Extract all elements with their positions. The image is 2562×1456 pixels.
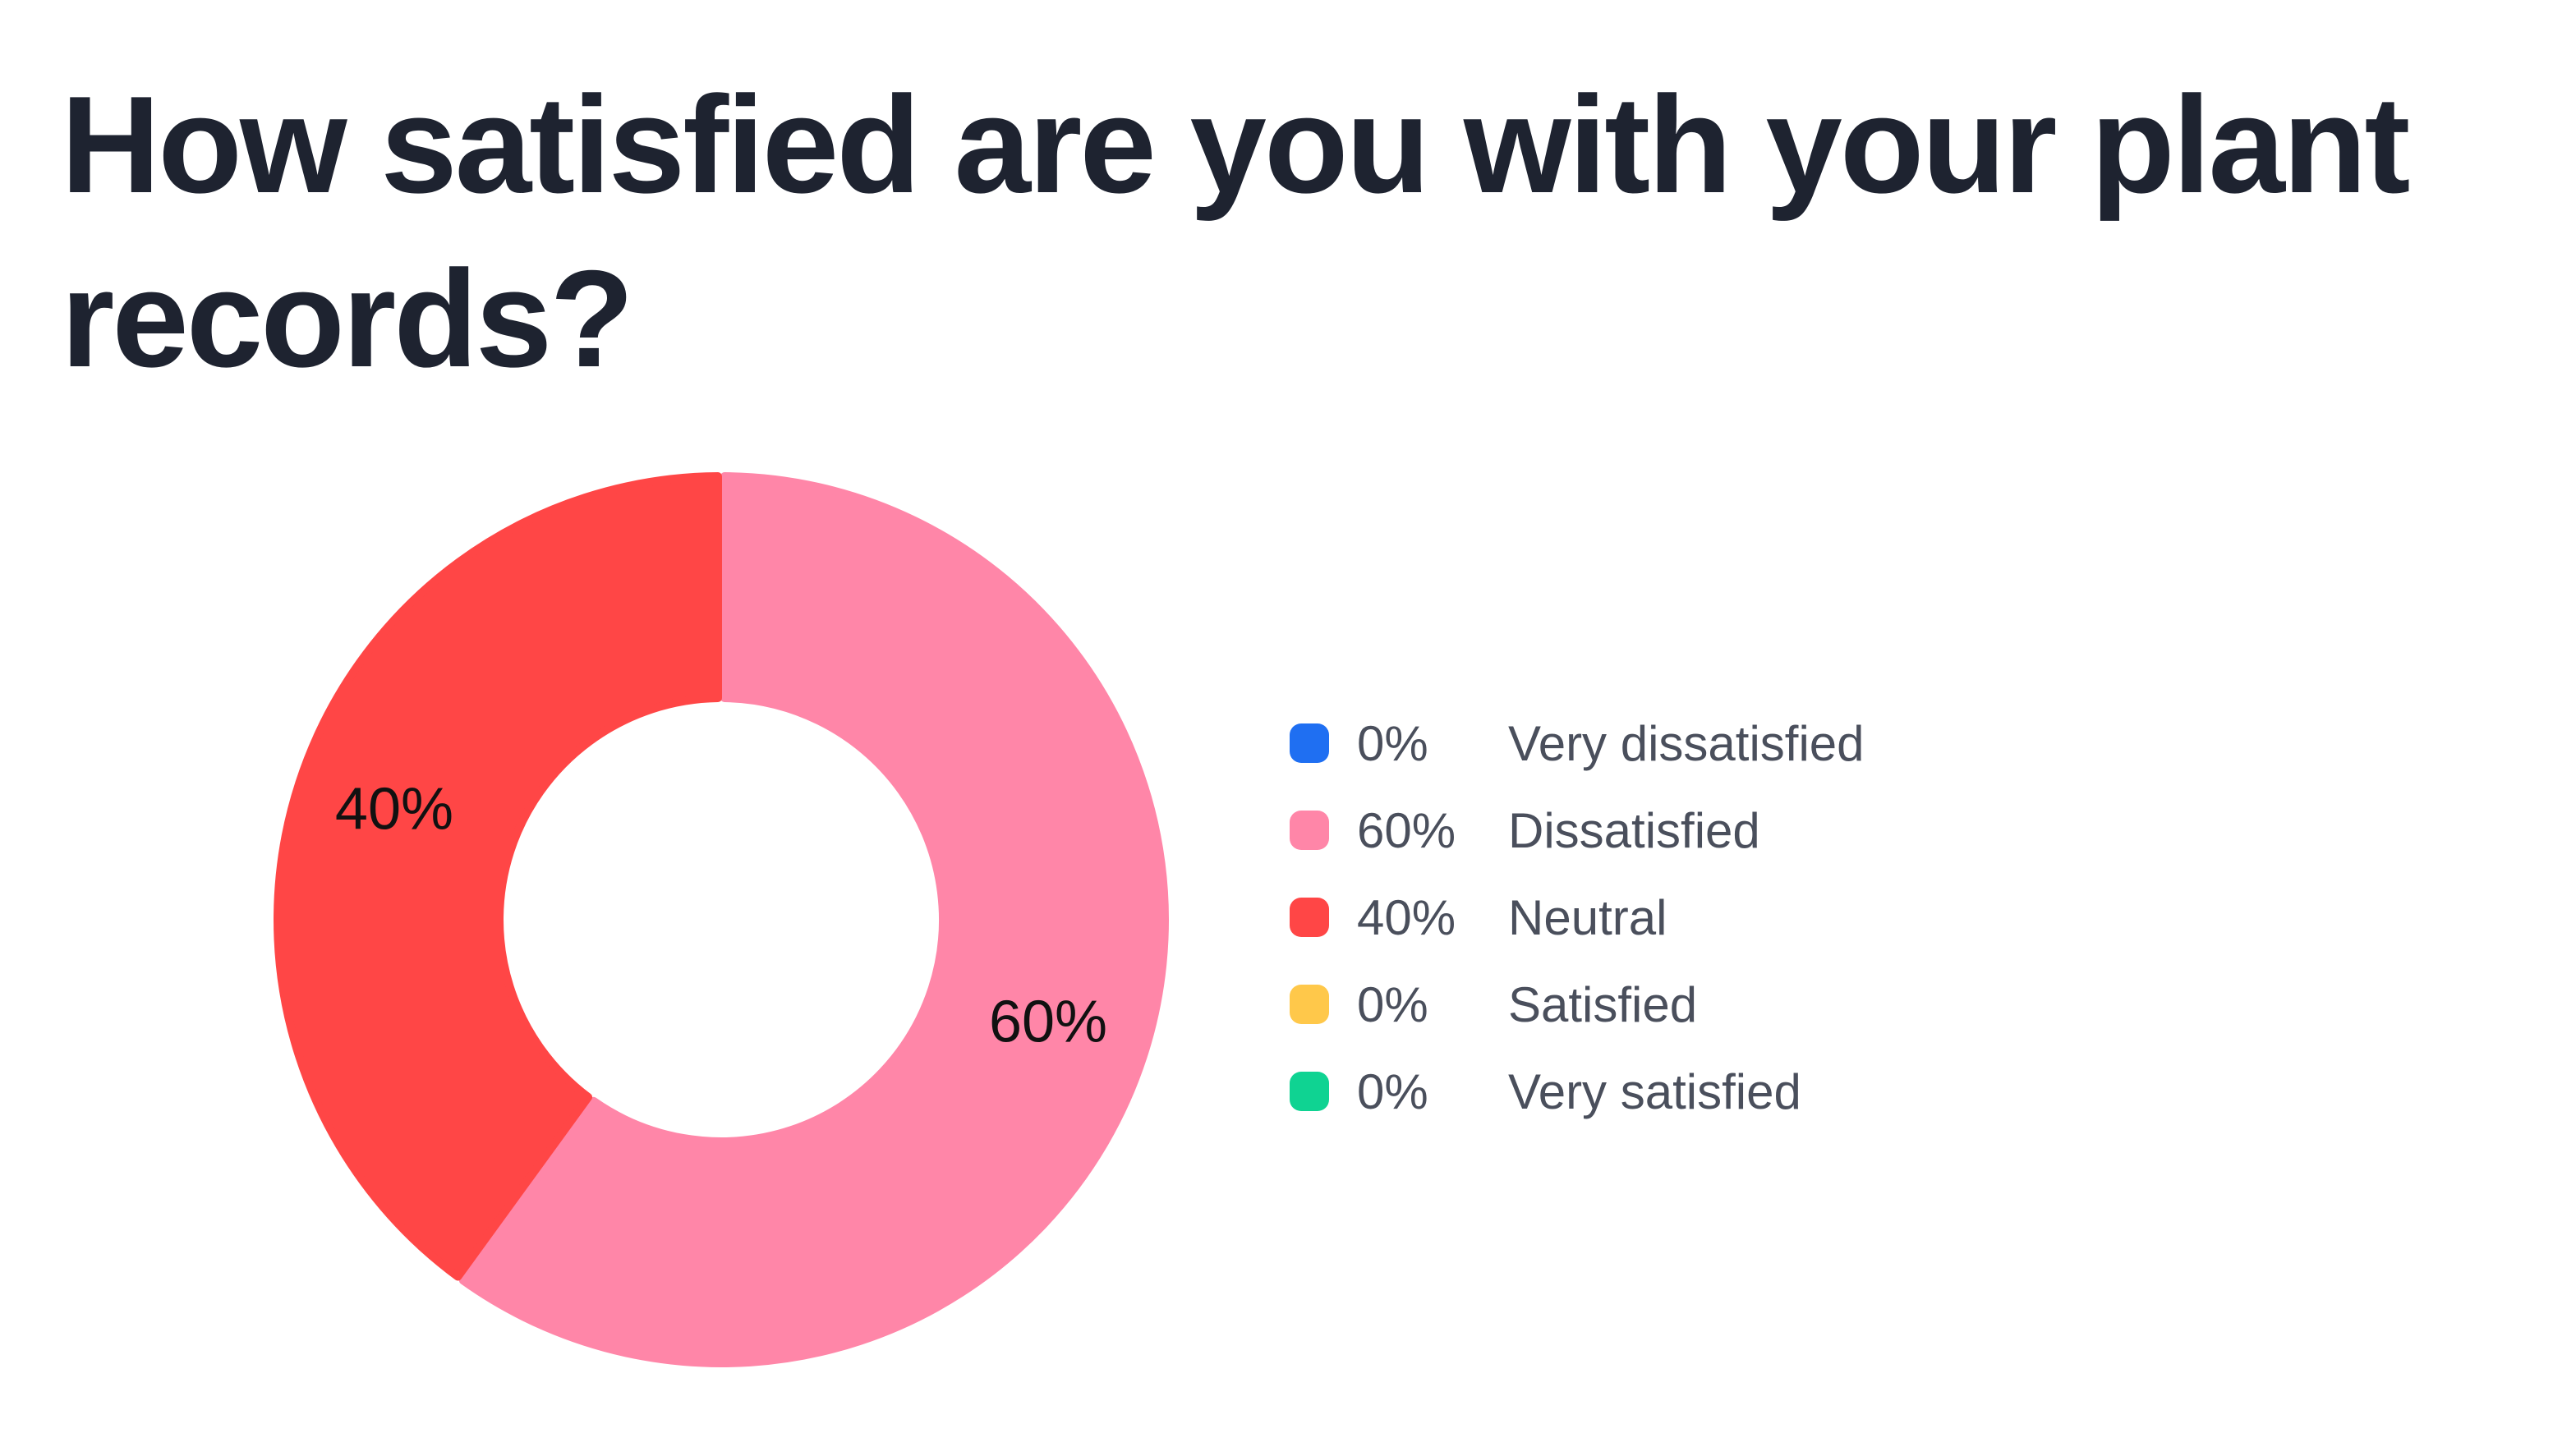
legend-label: Very satisfied: [1508, 1063, 1801, 1119]
slice-label-dissatisfied: 60%: [989, 989, 1107, 1054]
legend-label: Dissatisfied: [1508, 802, 1760, 858]
legend-label: Satisfied: [1508, 976, 1698, 1032]
legend-item: 0% Satisfied: [1290, 961, 1865, 1048]
donut-labels: 60% 40%: [335, 777, 1107, 1055]
legend-value: 60%: [1357, 802, 1456, 858]
legend-swatch: [1290, 811, 1329, 850]
legend-swatch: [1290, 1072, 1329, 1111]
slice-label-neutral: 40%: [335, 777, 453, 843]
legend-value: 0%: [1357, 976, 1428, 1032]
legend-value: 0%: [1357, 1063, 1428, 1119]
legend-item: 40% Neutral: [1290, 874, 1865, 961]
legend-item: 60% Dissatisfied: [1290, 787, 1865, 874]
legend-swatch: [1290, 985, 1329, 1024]
donut-slices: [274, 472, 1169, 1367]
legend-swatch: [1290, 898, 1329, 937]
chart-legend: 0% Very dissatisfied 60% Dissatisfied 40% Neu…: [1290, 700, 1865, 1135]
legend-label: Neutral: [1508, 889, 1667, 945]
legend-value: 40%: [1357, 889, 1456, 945]
donut-slice-neutral: [274, 472, 722, 1281]
legend-item: 0% Very satisfied: [1290, 1048, 1865, 1135]
legend-item: 0% Very dissatisfied: [1290, 700, 1865, 787]
legend-value: 0%: [1357, 715, 1428, 771]
legend-swatch: [1290, 723, 1329, 763]
donut-slice-dissatisfied: [458, 472, 1169, 1367]
legend-label: Very dissatisfied: [1508, 715, 1865, 771]
question-title: How satisfied are you with your plant re…: [61, 67, 2410, 396]
